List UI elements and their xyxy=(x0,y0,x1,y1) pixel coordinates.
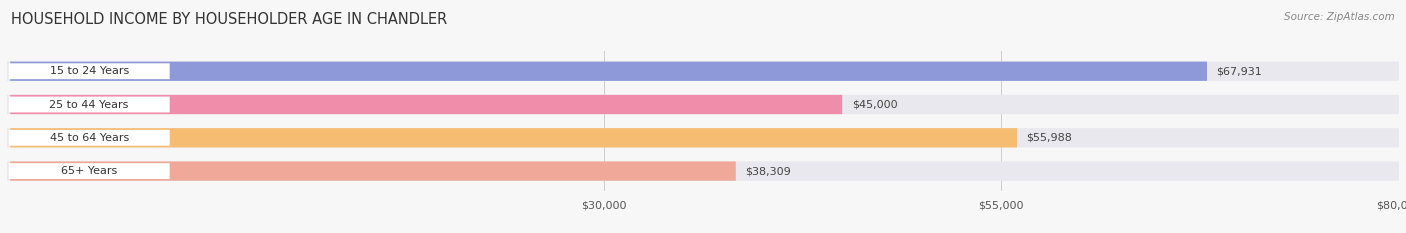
FancyBboxPatch shape xyxy=(10,62,1206,81)
Text: $38,309: $38,309 xyxy=(745,166,792,176)
Text: HOUSEHOLD INCOME BY HOUSEHOLDER AGE IN CHANDLER: HOUSEHOLD INCOME BY HOUSEHOLDER AGE IN C… xyxy=(11,12,447,27)
FancyBboxPatch shape xyxy=(8,97,170,113)
FancyBboxPatch shape xyxy=(7,161,1399,181)
Text: 25 to 44 Years: 25 to 44 Years xyxy=(49,99,129,110)
Text: $45,000: $45,000 xyxy=(852,99,897,110)
Text: Source: ZipAtlas.com: Source: ZipAtlas.com xyxy=(1284,12,1395,22)
FancyBboxPatch shape xyxy=(8,163,170,179)
FancyBboxPatch shape xyxy=(10,95,842,114)
Text: $55,988: $55,988 xyxy=(1026,133,1073,143)
FancyBboxPatch shape xyxy=(10,128,1017,147)
FancyBboxPatch shape xyxy=(8,63,170,79)
FancyBboxPatch shape xyxy=(7,95,1399,114)
Text: $67,931: $67,931 xyxy=(1216,66,1263,76)
Text: 45 to 64 Years: 45 to 64 Years xyxy=(49,133,129,143)
Text: 15 to 24 Years: 15 to 24 Years xyxy=(49,66,129,76)
FancyBboxPatch shape xyxy=(7,62,1399,81)
FancyBboxPatch shape xyxy=(10,161,735,181)
FancyBboxPatch shape xyxy=(7,128,1399,147)
FancyBboxPatch shape xyxy=(8,130,170,146)
Text: 65+ Years: 65+ Years xyxy=(60,166,117,176)
